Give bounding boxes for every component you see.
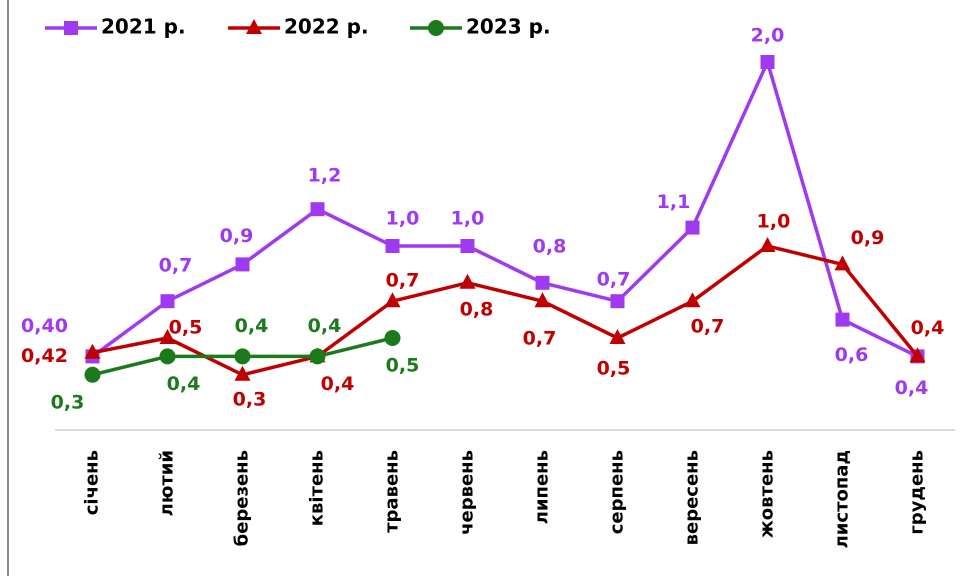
data-label: 1,0 bbox=[451, 208, 485, 230]
data-label: 0,4 bbox=[895, 377, 929, 399]
data-label: 0,9 bbox=[220, 225, 254, 247]
data-label: 0,7 bbox=[386, 270, 420, 292]
series-line bbox=[91, 56, 919, 358]
data-label: 0,3 bbox=[233, 388, 267, 410]
marker bbox=[234, 365, 251, 381]
x-tick-label: квітень bbox=[307, 450, 328, 526]
x-tick-label: січень bbox=[82, 450, 103, 515]
marker bbox=[84, 343, 101, 359]
data-label: 0,9 bbox=[851, 227, 885, 249]
legend-label: 2023 р. bbox=[466, 15, 551, 39]
marker bbox=[835, 312, 850, 327]
series-line bbox=[92, 244, 919, 377]
marker bbox=[235, 257, 250, 272]
data-label: 0,6 bbox=[835, 344, 869, 366]
marker bbox=[909, 347, 926, 363]
marker bbox=[534, 292, 551, 308]
x-tick-label: серпень bbox=[607, 450, 628, 534]
x-tick-label: лютий bbox=[157, 450, 178, 516]
data-label: 0,4 bbox=[911, 317, 945, 339]
marker bbox=[310, 202, 325, 217]
marker bbox=[684, 292, 701, 308]
marker bbox=[159, 329, 176, 344]
data-label: 1,2 bbox=[308, 165, 342, 187]
marker bbox=[384, 292, 401, 308]
data-label: 0,5 bbox=[169, 317, 203, 339]
marker bbox=[159, 348, 176, 365]
marker bbox=[428, 20, 444, 36]
marker bbox=[535, 275, 550, 290]
marker bbox=[760, 55, 775, 69]
data-label: 2,0 bbox=[751, 25, 785, 47]
x-tick-label: грудень bbox=[907, 450, 928, 535]
x-tick-label: червень bbox=[457, 450, 478, 535]
data-label: 0,8 bbox=[460, 298, 494, 320]
marker bbox=[385, 239, 400, 253]
data-label: 0,4 bbox=[167, 373, 201, 395]
x-tick-label: листопад bbox=[832, 450, 853, 548]
marker bbox=[609, 329, 626, 344]
marker bbox=[246, 19, 262, 34]
marker bbox=[384, 330, 401, 346]
data-label: 1,1 bbox=[657, 191, 691, 213]
x-tick-label: жовтень bbox=[757, 450, 778, 538]
marker bbox=[64, 21, 78, 35]
x-tick-label: березень bbox=[232, 450, 253, 546]
data-label: 0,5 bbox=[386, 355, 420, 377]
marker bbox=[459, 273, 476, 289]
data-label: 0,7 bbox=[159, 255, 193, 277]
x-tick-label: травень bbox=[382, 450, 403, 533]
data-label: 0,3 bbox=[51, 391, 85, 413]
marker bbox=[309, 348, 326, 365]
legend-label: 2021 р. bbox=[101, 15, 186, 39]
marker bbox=[460, 239, 475, 253]
data-label: 1,0 bbox=[386, 208, 420, 230]
data-label: 0,7 bbox=[691, 316, 725, 338]
data-label: 0,4 bbox=[308, 315, 342, 337]
marker bbox=[234, 348, 251, 365]
marker bbox=[610, 294, 625, 309]
legend-label: 2022 р. bbox=[284, 15, 369, 39]
data-label: 0,4 bbox=[235, 315, 269, 337]
x-tick-label: липень bbox=[532, 450, 553, 524]
data-label: 0,42 bbox=[21, 345, 68, 367]
marker bbox=[160, 294, 175, 309]
data-label: 0,8 bbox=[533, 235, 567, 257]
data-label: 0,7 bbox=[597, 269, 631, 291]
marker bbox=[834, 255, 851, 271]
data-label: 0,4 bbox=[321, 373, 355, 395]
marker bbox=[685, 220, 700, 235]
x-tick-label: вересень bbox=[682, 450, 703, 545]
marker bbox=[84, 366, 101, 383]
data-label: 0,5 bbox=[597, 358, 631, 380]
marker bbox=[759, 237, 776, 252]
data-label: 0,40 bbox=[21, 315, 68, 337]
data-label: 0,7 bbox=[523, 328, 557, 350]
data-label: 1,0 bbox=[757, 211, 791, 233]
